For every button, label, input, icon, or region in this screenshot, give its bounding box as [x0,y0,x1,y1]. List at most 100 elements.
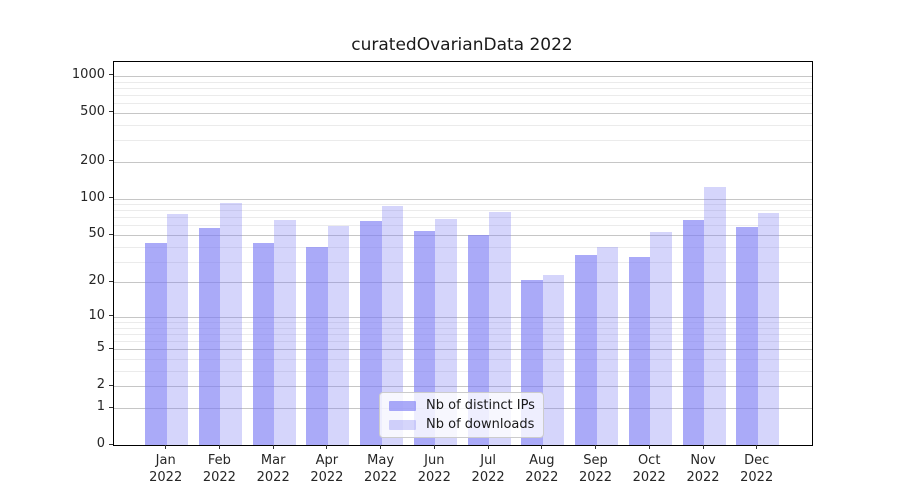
x-tick-mark [165,445,167,449]
major-gridline [114,282,812,284]
x-tick-mark [648,445,650,449]
y-tick-mark [109,74,113,76]
minor-gridline [114,327,812,329]
y-tick-label: 5 [96,340,105,356]
y-tick-mark [109,233,113,235]
x-tick-label: Apr 2022 [310,453,344,485]
minor-gridline [114,359,812,360]
minor-gridline [114,333,812,335]
bar-distinct-ips-dec [736,227,758,445]
minor-gridline [114,140,812,142]
x-tick-label: Feb 2022 [202,453,236,485]
y-tick-mark [109,111,113,113]
bar-downloads-dec [757,213,780,445]
minor-gridline [114,246,812,248]
plot-area [113,61,813,446]
bar-distinct-ips-jun [413,230,436,445]
x-tick-mark [702,445,704,449]
major-gridline [114,235,812,236]
y-tick-mark [109,406,113,408]
legend-label-distinct-ips: Nb of distinct IPs [426,398,535,413]
bar-downloads-jan [166,213,189,445]
minor-gridline [114,81,812,83]
major-gridline [114,349,812,351]
y-tick-label: 200 [80,152,105,168]
minor-gridline [114,261,812,263]
bar-downloads-aug [542,275,565,445]
y-tick-label: 1000 [71,66,105,82]
minor-gridline [114,87,812,89]
bar-distinct-ips-nov [682,220,704,445]
bar-downloads-feb [220,202,242,445]
bar-downloads-jun [435,218,457,445]
bar-downloads-mar [274,220,296,445]
x-tick-label: Nov 2022 [686,453,720,485]
minor-gridline [114,210,812,212]
bar-distinct-ips-sep [575,255,597,445]
minor-gridline [114,217,812,219]
x-tick-label: Dec 2022 [740,453,774,485]
chart-title: curatedOvarianData 2022 [351,35,573,55]
x-tick-label: Jan 2022 [149,453,183,485]
legend-swatch-downloads [389,419,416,430]
y-tick-mark [109,160,113,162]
minor-gridline [114,341,812,343]
y-tick-label: 0 [96,436,105,451]
bar-distinct-ips-mar [252,242,275,445]
y-tick-mark [109,384,113,386]
minor-gridline [114,124,812,126]
bar-downloads-oct [650,231,672,445]
x-tick-label: Sep 2022 [578,453,613,485]
bar-distinct-ips-may [360,221,382,445]
x-tick-label: May 2022 [364,453,398,485]
x-tick-label: Jun 2022 [417,453,451,485]
y-tick-label: 100 [80,189,105,205]
x-tick-mark [218,445,220,449]
major-gridline [114,75,812,77]
y-tick-mark [109,280,113,282]
x-tick-mark [433,445,435,449]
bar-distinct-ips-jan [145,242,167,445]
y-tick-mark [109,443,113,445]
bar-distinct-ips-oct [628,256,651,445]
y-tick-label: 2 [96,377,105,393]
x-tick-label: Mar 2022 [256,453,290,485]
y-tick-label: 10 [88,307,105,323]
legend: Nb of distinct IPs Nb of downloads [379,392,544,438]
bar-downloads-sep [596,246,618,445]
major-gridline [114,386,812,388]
legend-swatch-distinct-ips [389,400,416,411]
bar-distinct-ips-feb [198,228,221,445]
minor-gridline [114,95,812,96]
minor-gridline [114,204,812,205]
bar-downloads-apr [327,226,350,445]
x-tick-mark [380,445,382,449]
y-tick-label: 50 [88,226,105,241]
bar-downloads-nov [704,186,726,445]
legend-item-distinct-ips: Nb of distinct IPs [389,398,535,413]
minor-gridline [114,370,812,372]
bar-downloads-jul [489,212,511,445]
minor-gridline [114,322,812,323]
bar-distinct-ips-apr [306,246,328,445]
x-tick-mark [272,445,274,449]
y-tick-label: 500 [80,103,105,119]
y-tick-mark [109,197,113,198]
x-tick-label: Aug 2022 [525,453,559,485]
y-tick-label: 20 [88,273,105,289]
major-gridline [114,161,812,163]
minor-gridline [114,225,812,227]
x-tick-mark [487,445,489,449]
y-tick-mark [109,347,113,349]
minor-gridline [114,103,812,105]
x-tick-mark [541,445,543,449]
y-tick-mark [109,315,113,317]
major-gridline [114,316,812,318]
legend-label-downloads: Nb of downloads [426,417,535,432]
bar-downloads-may [381,205,404,445]
major-gridline [114,112,812,114]
y-tick-label: 1 [96,399,105,414]
x-tick-mark [326,445,328,449]
major-gridline [114,198,812,200]
